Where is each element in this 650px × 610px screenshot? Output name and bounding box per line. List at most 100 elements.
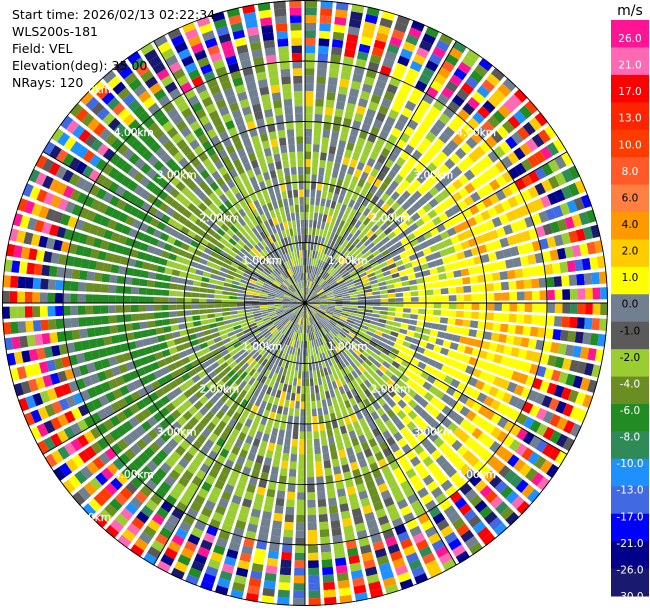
velocity-gate [502,77,517,92]
velocity-gate [356,195,365,204]
velocity-gate [206,227,216,237]
velocity-gate [450,378,461,389]
velocity-gate [316,287,323,294]
velocity-gate [450,235,460,245]
velocity-gate [320,152,327,161]
velocity-gate [100,315,110,325]
velocity-gate [331,458,340,468]
velocity-gate [387,398,397,408]
velocity-gate [568,165,581,180]
velocity-gate [293,197,299,206]
velocity-gate [185,114,197,126]
velocity-gate [166,391,177,401]
velocity-gate [217,254,226,262]
velocity-gate [232,158,242,168]
velocity-gate [329,389,336,398]
velocity-gate [258,197,266,207]
velocity-gate [568,230,579,243]
velocity-gate [395,297,404,302]
velocity-gate [216,177,226,187]
velocity-gate [370,533,383,544]
velocity-gate [368,101,379,112]
velocity-gate [598,271,608,284]
velocity-gate [349,208,357,218]
velocity-gate [531,133,545,148]
velocity-gate [167,438,179,450]
velocity-gate [204,499,216,511]
velocity-gate [288,377,294,386]
velocity-gate [300,416,305,425]
velocity-gate [220,384,229,394]
velocity-gate [128,416,140,428]
velocity-gate [394,174,404,185]
velocity-gate [202,329,212,336]
velocity-gate [311,408,317,417]
velocity-gate [438,212,449,222]
velocity-gate [495,175,507,187]
velocity-gate [234,243,243,251]
velocity-gate [519,463,532,477]
velocity-gate [457,108,470,121]
velocity-gate [385,279,394,285]
velocity-gate [477,106,491,119]
velocity-gate [333,372,339,381]
velocity-gate [425,60,439,72]
velocity-gate [340,164,348,173]
velocity-gate [339,78,350,88]
velocity-gate [240,59,252,69]
velocity-gate [280,325,286,333]
velocity-gate [140,505,154,518]
velocity-gate [240,248,249,256]
velocity-gate [55,306,63,317]
velocity-gate [342,56,354,66]
velocity-gate [349,294,358,298]
velocity-gate [490,262,500,272]
velocity-gate [305,151,312,160]
velocity-gate [170,34,185,47]
velocity-gate [576,273,585,286]
velocity-gate [209,181,219,192]
velocity-gate [411,426,422,437]
velocity-gate [274,298,283,301]
velocity-gate [329,280,337,287]
velocity-gate [541,395,553,408]
velocity-gate [122,420,134,433]
velocity-gate [268,293,276,297]
velocity-gate [405,217,415,226]
velocity-gate [290,212,296,221]
velocity-gate [399,328,408,335]
velocity-gate [305,257,307,266]
velocity-gate [173,151,184,163]
velocity-gate [118,265,127,275]
velocity-gate [291,296,299,300]
velocity-gate [347,364,354,373]
velocity-gate [241,106,252,116]
velocity-gate [229,307,238,311]
velocity-gate [237,313,246,318]
range-label: 5.00km [71,84,111,96]
velocity-gate [114,60,129,74]
velocity-gate [68,380,79,393]
velocity-gate [490,332,500,342]
velocity-gate [344,532,356,542]
velocity-gate [308,325,312,333]
velocity-gate [347,95,358,105]
velocity-gate [64,201,76,214]
velocity-gate [36,423,49,438]
velocity-gate [539,303,548,313]
velocity-gate [276,292,284,296]
velocity-gate [71,454,85,468]
velocity-gate [249,260,258,268]
velocity-gate [390,374,400,383]
velocity-gate [60,241,71,253]
velocity-gate [561,275,570,287]
velocity-gate [272,250,278,259]
velocity-gate [474,235,485,245]
velocity-gate [181,335,190,343]
velocity-gate [420,334,430,342]
velocity-gate [290,297,298,301]
velocity-gate [256,118,265,128]
velocity-gate [534,166,547,180]
velocity-gate [222,315,231,321]
velocity-gate [324,467,333,476]
